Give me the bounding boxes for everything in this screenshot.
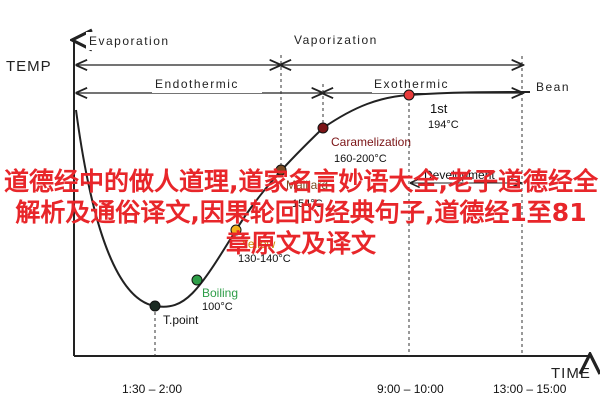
temp-maillard: 154°C <box>292 198 323 210</box>
label-yellow: Yellow <box>241 237 276 251</box>
temp-first-crack: 194°C <box>428 119 459 131</box>
label-first-crack: 1st <box>430 101 448 116</box>
label-maillard: Maillard <box>286 178 328 192</box>
point-maillard <box>275 164 287 176</box>
label-caramelization: Caramelization <box>331 135 411 149</box>
overlay-watermark-text: 道德经中的做人道理,道家名言妙语大全,老子道德经全解析及通俗译文,因果轮回的经典… <box>4 167 598 258</box>
x-tick-2: 9:00 – 10:00 <box>377 382 444 396</box>
y-axis-label: TEMP <box>6 58 52 75</box>
point-caramelization <box>317 122 329 134</box>
point-boiling <box>191 274 203 286</box>
label-tpoint: T.point <box>163 313 199 327</box>
point-yellow <box>230 224 242 236</box>
roast-curve <box>75 91 531 308</box>
temp-yellow: 130-140°C <box>238 253 291 265</box>
x-tick-3: 13:00 – 15:00 <box>493 382 567 396</box>
label-boiling: Boiling <box>202 286 238 300</box>
point-first-crack <box>403 89 415 101</box>
point-tpoint <box>149 300 161 312</box>
x-axis-label: TIME <box>551 365 591 382</box>
phase-endothermic: Endothermic <box>155 77 239 91</box>
temp-boiling: 100°C <box>202 301 233 313</box>
bean-label: Bean <box>536 80 570 94</box>
temp-caramelization: 160-200°C <box>334 153 387 165</box>
phase-exothermic: Exothermic <box>374 77 449 91</box>
phase-evaporation: Evaporation <box>89 34 170 48</box>
phase-vaporization: Vaporization <box>294 33 378 47</box>
x-tick-1: 1:30 – 2:00 <box>122 382 182 396</box>
